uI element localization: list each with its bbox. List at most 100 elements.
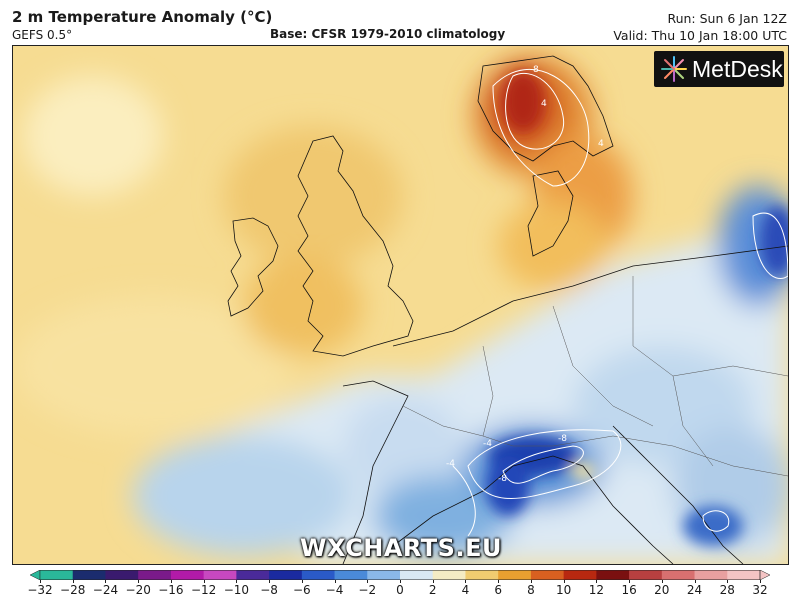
colorbar-tick-label: −6	[292, 583, 311, 597]
colorbar-tick-label: −10	[223, 583, 250, 597]
base-climatology: Base: CFSR 1979-2010 climatology	[270, 27, 506, 41]
colorbar-tick-mark	[72, 580, 74, 583]
colorbar-swatch	[563, 570, 597, 580]
colorbar-tick-label: 16	[621, 583, 637, 597]
colorbar-tick-mark	[138, 580, 140, 583]
colorbar-tick-label: 10	[555, 583, 572, 597]
colorbar-swatch	[400, 570, 434, 580]
colorbar-frame	[39, 570, 761, 580]
run-time: Run: Sun 6 Jan 12Z	[667, 11, 787, 26]
colorbar-tick-mark	[498, 580, 500, 583]
colorbar-ticks: −32 −28 −24 −20 −16 −12 −10 −8 −6 −4 −2 0 2 4 6 8 10 12 16…	[0, 583, 800, 603]
contour-label-layer: 8 4 4 -4 -8 -8 -4	[446, 65, 604, 484]
colorbar-swatch	[269, 570, 303, 580]
colorbar-tick-label: −28	[60, 583, 86, 597]
north-coast	[392, 245, 788, 347]
colorbar-tick-mark	[465, 580, 467, 583]
map-title: 2 m Temperature Anomaly (°C)	[12, 8, 273, 26]
colorbar-tick-label: 20	[654, 583, 670, 597]
colorbar-tick-label: 8	[527, 583, 535, 597]
contours	[452, 68, 788, 537]
coastlines	[227, 55, 788, 564]
denmark-outline	[527, 170, 574, 257]
colorbar-tick-label: −20	[125, 583, 151, 597]
colorbar-tick-mark	[40, 580, 41, 583]
colorbar-tick-mark	[203, 580, 205, 583]
colorbar-swatch	[40, 570, 74, 580]
colorbar-tick-label: −12	[190, 583, 217, 597]
colorbar-tick-label: 12	[588, 583, 604, 597]
colorbar-tick-label: 6	[494, 583, 502, 597]
med-coast	[392, 455, 674, 564]
colorbar-arrow-low	[30, 570, 41, 580]
contour-se	[702, 510, 730, 532]
colorbar-tick-mark	[367, 580, 369, 583]
contour-8	[505, 72, 565, 150]
britain-outline	[297, 135, 414, 357]
colorbar-swatch	[694, 570, 728, 580]
colorbar-swatch	[661, 570, 696, 580]
colorbar-tick-label: −4	[325, 583, 344, 597]
colorbar-tick-mark	[432, 580, 434, 583]
colorbar-tick-mark	[301, 580, 303, 583]
colorbar-tick-label: −2	[358, 583, 377, 597]
colorbar-tick-label: −8	[260, 583, 278, 597]
colorbar-swatch	[203, 570, 237, 580]
header-right: Run: Sun 6 Jan 12Z Valid: Thu 10 Jan 18:…	[613, 10, 787, 44]
contour-label: 4	[541, 99, 547, 109]
colorbar-swatch	[105, 570, 139, 580]
colorbar-swatch	[465, 570, 499, 580]
colorbar-tick-label: −24	[92, 583, 119, 597]
colorbar-swatch	[596, 570, 630, 580]
colorbar-tick-mark	[236, 580, 238, 583]
colorbar-tick-mark	[170, 580, 172, 583]
contour-label: -8	[498, 474, 507, 484]
contour-east	[752, 212, 788, 279]
model-name: GEFS 0.5°	[12, 28, 73, 42]
colorbar-swatch	[72, 570, 106, 580]
colorbar-tick-mark	[760, 580, 761, 583]
colorbar-swatch	[498, 570, 532, 580]
colorbar-tick-mark	[269, 580, 271, 583]
border-2	[482, 345, 494, 437]
colorbar	[30, 570, 770, 580]
colorbar-tick-label: 28	[719, 583, 735, 597]
borders	[402, 276, 788, 477]
border-3	[552, 305, 654, 427]
contour-label: 4	[598, 139, 604, 149]
adriatic-coast	[612, 425, 744, 564]
colorbar-tick-label: −16	[158, 583, 184, 597]
colorbar-tick-label: 2	[428, 583, 437, 597]
colorbar-swatch	[367, 570, 401, 580]
colorbar-tick-label: 32	[752, 583, 768, 597]
colorbar-tick-mark	[334, 580, 336, 583]
logo-text: MetDesk	[692, 55, 783, 82]
colorbar-tick-mark	[596, 580, 598, 583]
colorbar-swatch	[727, 570, 761, 580]
france-west-coast	[342, 380, 409, 564]
border-1	[402, 405, 514, 447]
contour-minus4	[467, 429, 622, 499]
colorbar-tick-mark	[563, 580, 565, 583]
contour-4	[492, 68, 590, 187]
colorbar-tick-mark	[629, 580, 631, 583]
contour-label: -4	[446, 459, 455, 469]
ireland-outline	[227, 217, 279, 317]
scandinavia-outline	[477, 55, 614, 162]
colorbar-swatch	[432, 570, 466, 580]
colorbar-swatch	[301, 570, 336, 580]
colorbar-swatch	[170, 570, 205, 580]
map-canvas: 8 4 4 -4 -8 -8 -4	[13, 46, 788, 564]
colorbar-tick-label: 0	[396, 583, 404, 597]
colorbar-tick-label: −32	[27, 583, 53, 597]
watermark: WXCHARTS.EU	[300, 534, 502, 562]
anomaly-map: 8 4 4 -4 -8 -8 -4	[12, 45, 789, 565]
colorbar-swatch	[629, 570, 663, 580]
contour-label: -4	[483, 439, 492, 449]
metdesk-logo: MetDesk	[654, 51, 784, 87]
border-5	[513, 435, 788, 477]
colorbar-swatch	[236, 570, 270, 580]
valid-time: Valid: Thu 10 Jan 18:00 UTC	[613, 28, 787, 43]
colorbar-swatch	[530, 570, 565, 580]
colorbar-tick-mark	[661, 580, 663, 583]
